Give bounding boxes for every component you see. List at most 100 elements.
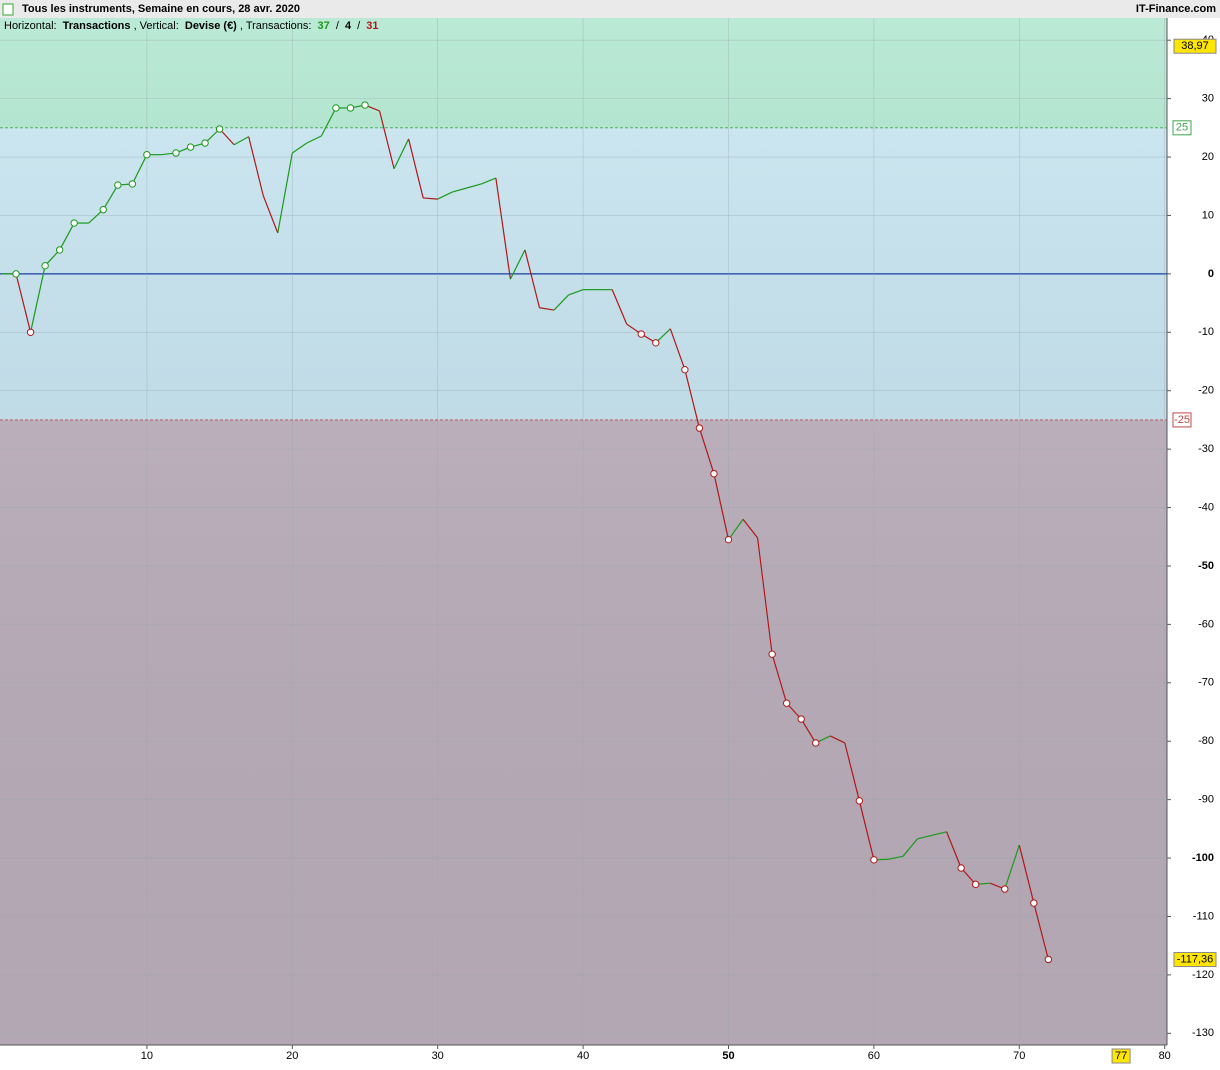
line-segment [262, 195, 279, 234]
line-segment [713, 473, 730, 540]
line-segment [568, 289, 584, 296]
line-segment [59, 222, 75, 251]
subtitle-part: Devise (€) [185, 20, 237, 32]
line-segment [771, 654, 788, 704]
line-segment [466, 183, 482, 189]
subtitle: Horizontal: Transactions , Vertical: Dev… [4, 20, 379, 32]
point [143, 150, 151, 159]
point [768, 650, 776, 658]
x-tick-label: 50 [722, 1050, 734, 1062]
point [637, 330, 645, 338]
point [797, 715, 805, 723]
y-tick-label: -70 [1198, 677, 1214, 689]
point [12, 270, 20, 278]
header-bar [0, 0, 1220, 18]
line-segment [378, 110, 395, 169]
subtitle-part: , Transactions: [240, 20, 312, 32]
line-segment [248, 136, 264, 196]
point [201, 139, 209, 147]
line-segment [611, 289, 628, 325]
point [724, 535, 733, 544]
point [215, 125, 224, 133]
line-segment [698, 427, 715, 474]
count: 31 [366, 20, 378, 32]
separator: / [357, 20, 361, 32]
max-label: 38,97 [1181, 40, 1209, 52]
line-segment [277, 152, 293, 234]
threshold-label: 25 [1176, 122, 1188, 134]
line-segment [931, 831, 947, 836]
line-segment [728, 518, 744, 541]
y-tick-label: -30 [1198, 443, 1214, 455]
x-tick-label: 20 [286, 1050, 298, 1062]
line-segment [15, 273, 32, 333]
point [782, 699, 791, 707]
line-segment [29, 265, 46, 333]
line-segment [888, 855, 904, 860]
x-tick-label: 80 [1159, 1050, 1171, 1062]
x-tick-label: 40 [577, 1050, 589, 1062]
x-tick-label: 30 [432, 1050, 444, 1062]
point [128, 180, 137, 188]
y-tick-label: -40 [1198, 501, 1214, 513]
line-segment [756, 537, 773, 655]
line-segment [306, 135, 322, 144]
last-label: -117,36 [1177, 953, 1214, 965]
line-segment [684, 369, 701, 429]
point [652, 339, 660, 347]
point [99, 205, 107, 214]
line-segment [1004, 845, 1020, 890]
y-tick-label: -130 [1192, 1027, 1214, 1039]
axis-bg [0, 1045, 1167, 1065]
line-segment [495, 177, 511, 280]
line-segment [539, 307, 555, 311]
point [710, 469, 718, 478]
point [114, 181, 122, 189]
line-segment [408, 138, 424, 199]
line-segment [524, 249, 541, 308]
point [186, 143, 195, 151]
x-tick-label: 10 [141, 1050, 153, 1062]
max-label-box [1173, 38, 1217, 54]
point [695, 424, 704, 432]
line-segment [553, 294, 569, 311]
y-tick-label: -50 [1198, 560, 1214, 572]
point [55, 246, 64, 254]
last-label-box [1173, 951, 1217, 967]
line-segment [1018, 845, 1035, 904]
line-segment [102, 184, 119, 210]
point [971, 880, 980, 889]
line-segment [437, 191, 453, 200]
y-tick-label: -80 [1198, 735, 1214, 747]
y-tick-label: -20 [1198, 385, 1214, 397]
line-segment [800, 718, 817, 744]
line-segment [902, 838, 918, 857]
point [812, 739, 820, 747]
line-segment [452, 187, 467, 193]
y-tick-label: -10 [1198, 326, 1214, 338]
y-tick-label: -110 [1193, 910, 1214, 922]
point [957, 864, 965, 872]
threshold-box [1172, 412, 1192, 428]
line-segment [946, 831, 962, 869]
y-tick-label: -90 [1198, 794, 1214, 806]
threshold-box [1172, 120, 1192, 136]
line-segment [481, 177, 497, 185]
point [361, 101, 369, 109]
y-tick-label: -100 [1192, 852, 1214, 864]
point [172, 149, 180, 157]
y-tick-label: 10 [1202, 209, 1214, 221]
y-tick-label: 0 [1208, 268, 1214, 280]
app-icon [2, 3, 14, 16]
axis-bg [1167, 18, 1220, 1065]
point [26, 328, 35, 336]
point [332, 104, 340, 112]
count: 4 [345, 20, 352, 32]
point [855, 797, 864, 805]
point [870, 856, 878, 864]
threshold-label: -25 [1174, 414, 1190, 426]
line-segment [423, 197, 438, 200]
line-segment [844, 742, 860, 801]
point [70, 219, 78, 227]
